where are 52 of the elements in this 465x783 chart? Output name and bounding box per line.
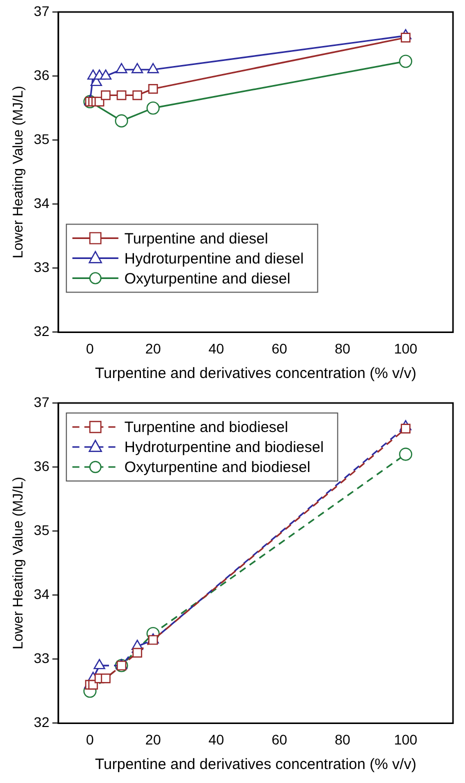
point	[399, 448, 412, 461]
y-tick-label: 36	[34, 458, 50, 474]
y-tick-label: 32	[34, 323, 50, 340]
point	[116, 90, 126, 100]
x-tick-label: 80	[334, 731, 350, 748]
y-tick-label: 36	[34, 66, 50, 83]
x-tick-label: 20	[145, 340, 162, 356]
y-tick-label: 32	[34, 714, 50, 730]
point	[400, 32, 410, 42]
point	[399, 54, 412, 68]
x-tick-label: 100	[394, 340, 418, 356]
point	[100, 69, 112, 80]
x-tick-label: 60	[272, 340, 288, 356]
legend-label: Oxyturpentine and biodiesel	[124, 459, 310, 476]
y-tick-label: 33	[34, 650, 50, 666]
x-tick-label: 0	[86, 731, 94, 748]
x-tick-label: 20	[145, 731, 162, 748]
point	[114, 114, 128, 128]
x-tick-label: 0	[86, 340, 94, 356]
point	[116, 63, 128, 74]
legend-label: Hydroturpentine and diesel	[124, 250, 304, 268]
x-axis-title: Turpentine and derivatives concentration (% v/v)	[95, 756, 416, 774]
point	[94, 96, 104, 106]
y-tick-label: 34	[34, 586, 50, 602]
y-tick-label: 37	[34, 394, 50, 410]
x-tick-label: 40	[208, 731, 224, 748]
point	[147, 63, 159, 74]
x-tick-label: 60	[272, 731, 288, 748]
y-tick-label: 35	[34, 522, 50, 538]
x-tick-label: 100	[394, 731, 418, 748]
y-tick-label: 34	[34, 194, 50, 211]
point	[132, 63, 144, 74]
y-axis-title: Lower Heating Value (MJ/L)	[9, 476, 26, 650]
point	[132, 90, 142, 100]
point	[146, 101, 160, 115]
point	[148, 635, 158, 645]
y-tick-label: 37	[34, 2, 50, 19]
legend-label: Oxyturpentine and diesel	[124, 270, 290, 288]
point	[148, 84, 158, 94]
point	[400, 424, 410, 434]
legend-label: Hydroturpentine and biodiesel	[124, 439, 324, 456]
legend-label: Turpentine and diesel	[124, 230, 268, 248]
x-tick-label: 40	[208, 340, 224, 356]
legend-label: Turpentine and biodiesel	[124, 419, 288, 436]
point	[100, 674, 111, 684]
y-tick-label: 33	[34, 259, 50, 276]
x-axis-title: Turpentine and derivatives concentration (% v/v)	[95, 365, 416, 382]
x-tick-label: 80	[334, 340, 350, 356]
y-tick-label: 35	[34, 130, 50, 147]
y-axis-title: Lower Heating Value (MJ/L)	[9, 86, 26, 258]
point	[100, 90, 111, 100]
point	[132, 648, 142, 658]
